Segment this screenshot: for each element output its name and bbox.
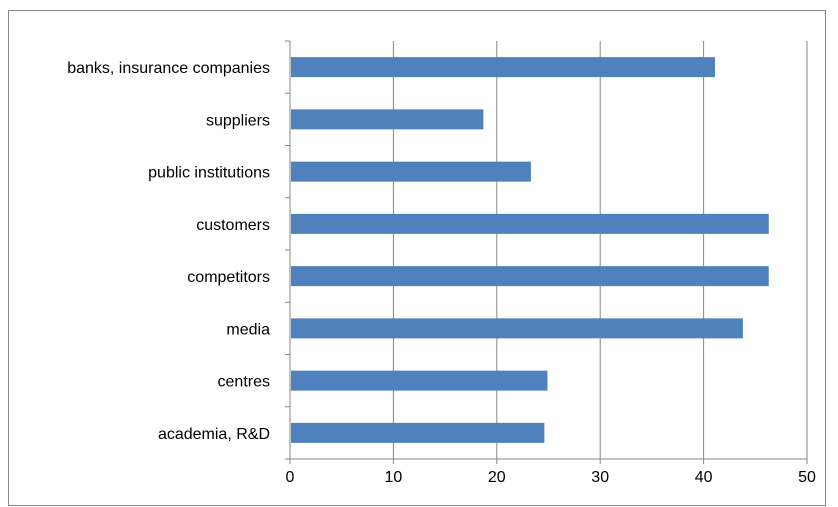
bar bbox=[291, 213, 769, 234]
x-tick-label: 30 bbox=[591, 469, 609, 486]
x-tick-label: 50 bbox=[798, 469, 816, 486]
axes bbox=[285, 40, 808, 464]
bar bbox=[291, 109, 484, 130]
bar bbox=[291, 57, 715, 78]
gridlines bbox=[392, 41, 808, 459]
category-label: media bbox=[226, 321, 270, 338]
bar bbox=[291, 266, 769, 287]
category-label: academia, R&D bbox=[158, 426, 270, 443]
bar bbox=[291, 370, 548, 391]
x-tick-label: 10 bbox=[385, 469, 403, 486]
bar bbox=[291, 422, 545, 443]
tick-labels: 0 10 20 30 40 50 bbox=[286, 469, 816, 486]
category-label: customers bbox=[196, 217, 270, 234]
category-label: banks, insurance companies bbox=[67, 60, 270, 77]
category-label: suppliers bbox=[206, 112, 270, 129]
bar bbox=[291, 318, 743, 339]
category-label: public institutions bbox=[148, 165, 270, 182]
category-labels: banks, insurance companies suppliers publi… bbox=[67, 60, 270, 443]
x-tick-label: 20 bbox=[488, 469, 506, 486]
category-label: competitors bbox=[187, 269, 270, 286]
bars bbox=[291, 57, 769, 443]
x-tick-label: 40 bbox=[695, 469, 713, 486]
category-label: centres bbox=[218, 374, 270, 391]
x-tick-label: 0 bbox=[286, 469, 295, 486]
bar bbox=[291, 161, 531, 182]
